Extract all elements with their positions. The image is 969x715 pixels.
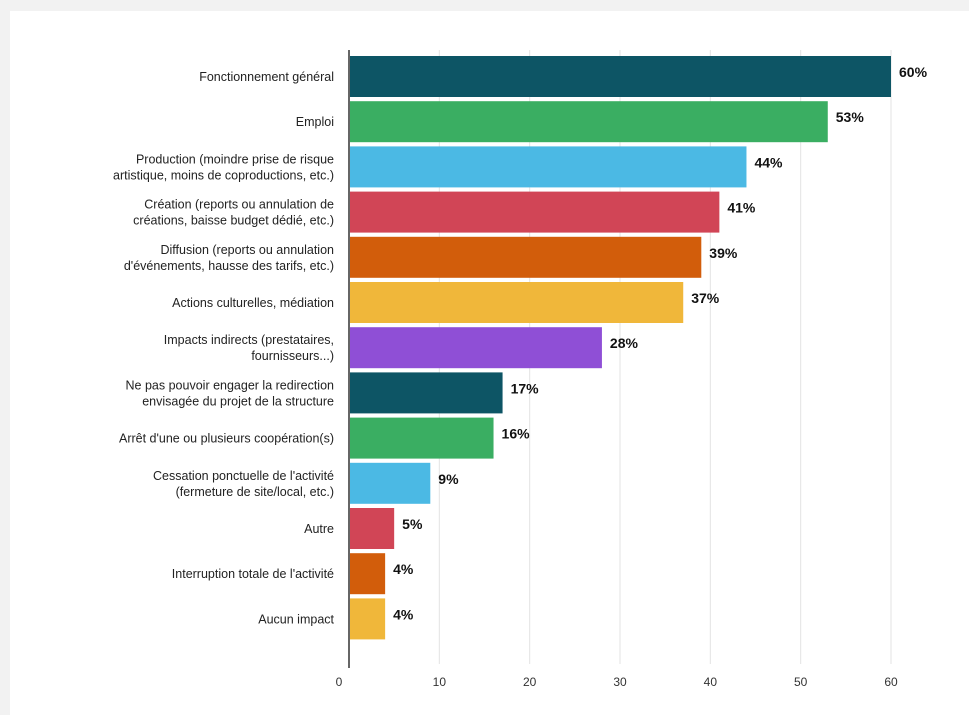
value-label: 53% (836, 109, 865, 125)
category-label: Aucun impact (258, 612, 334, 626)
category-label-line: créations, baisse budget dédié, etc.) (133, 214, 334, 228)
bar (350, 327, 602, 369)
category-label: Fonctionnement général (199, 70, 334, 84)
category-label-line: envisagée du projet de la structure (142, 394, 334, 408)
category-label-line: (fermeture de site/local, etc.) (176, 485, 334, 499)
x-tick-label: 50 (794, 675, 808, 689)
category-labels: Fonctionnement général Emploi Production (… (113, 70, 334, 626)
category-label-line: Interruption totale de l'activité (172, 567, 334, 581)
x-tick-label: 40 (704, 675, 718, 689)
value-label: 4% (393, 561, 414, 577)
category-label: Autre (304, 522, 334, 536)
category-label-line: Arrêt d'une ou plusieurs coopération(s) (119, 432, 334, 446)
top-bar (0, 0, 969, 11)
category-label-line: Cessation ponctuelle de l'activité (153, 469, 334, 483)
value-label: 9% (438, 471, 459, 487)
bar (350, 101, 828, 143)
bar (350, 56, 891, 97)
category-label-line: Production (moindre prise de risque (136, 152, 334, 166)
category-label-line: Emploi (296, 115, 334, 129)
bars-group (350, 56, 891, 640)
bar (350, 462, 431, 504)
category-label-line: Fonctionnement général (199, 70, 334, 84)
category-label-line: artistique, moins de coproductions, etc.… (113, 168, 334, 182)
value-label: 16% (502, 426, 531, 442)
x-tick-label: 10 (433, 675, 447, 689)
bar (350, 553, 386, 595)
category-label: Emploi (296, 115, 334, 129)
category-label: Actions culturelles, médiation (172, 296, 334, 310)
bar (350, 146, 747, 188)
category-label: Diffusion (reports ou annulation d'événem… (124, 243, 334, 273)
category-label: Ne pas pouvoir engager la redirection env… (126, 378, 335, 408)
value-label: 44% (754, 154, 783, 170)
bar (350, 282, 684, 323)
bar (350, 191, 720, 233)
value-label: 39% (709, 245, 738, 261)
x-tick-label: 60 (884, 675, 898, 689)
category-label-line: fournisseurs...) (251, 349, 334, 363)
category-label: Arrêt d'une ou plusieurs coopération(s) (119, 432, 334, 446)
x-tick-label: 20 (523, 675, 537, 689)
value-label: 41% (727, 200, 756, 216)
category-label-line: Actions culturelles, médiation (172, 296, 334, 310)
category-label-line: Impacts indirects (prestataires, (164, 333, 334, 347)
value-label: 17% (511, 380, 540, 396)
bar (350, 598, 386, 640)
value-labels: 60% 53% 44% 41% 39% 37% 28% 17% 16% 9% 5% 4% 4% (393, 64, 927, 622)
value-label: 37% (691, 290, 720, 306)
value-label: 60% (899, 64, 928, 80)
bar (350, 236, 702, 278)
bar (350, 372, 503, 414)
category-label-line: d'événements, hausse des tarifs, etc.) (124, 259, 334, 273)
x-tick-label: 30 (613, 675, 627, 689)
value-label: 28% (610, 335, 639, 351)
bar (350, 508, 395, 549)
category-label-line: Aucun impact (258, 612, 334, 626)
bar (350, 417, 494, 459)
category-label-line: Ne pas pouvoir engager la redirection (126, 378, 335, 392)
category-label-line: Diffusion (reports ou annulation (161, 243, 335, 257)
value-label: 5% (402, 516, 423, 532)
category-label: Création (reports ou annulation de créati… (133, 198, 334, 228)
x-tick-label: 0 (336, 675, 343, 689)
category-label: Cessation ponctuelle de l'activité (ferme… (153, 469, 334, 499)
category-label-line: Création (reports ou annulation de (144, 198, 334, 212)
category-label: Impacts indirects (prestataires, fourniss… (164, 333, 334, 363)
value-label: 4% (393, 606, 414, 622)
category-label-line: Autre (304, 522, 334, 536)
category-label: Interruption totale de l'activité (172, 567, 334, 581)
category-label: Production (moindre prise de risque artis… (113, 152, 334, 182)
x-tick-labels: 0 10 20 30 40 50 60 (336, 675, 898, 689)
